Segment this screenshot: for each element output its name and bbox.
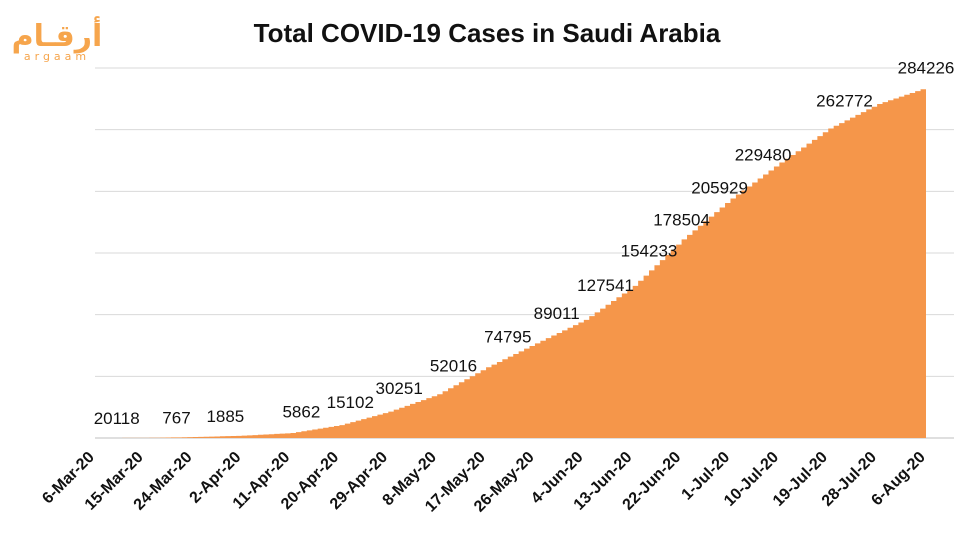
data-label: 1885 bbox=[206, 407, 244, 426]
data-label: 127541 bbox=[577, 276, 634, 295]
logo-arabic-text: أرقـام bbox=[12, 16, 103, 54]
area-series bbox=[95, 87, 926, 438]
logo-latin-text: argaam bbox=[24, 50, 90, 63]
x-tick-label: 6-Aug-20 bbox=[868, 449, 928, 509]
data-label: 30251 bbox=[376, 379, 423, 398]
data-label: 15102 bbox=[327, 393, 374, 412]
data-label: 89011 bbox=[534, 304, 580, 323]
chart-title: Total COVID-19 Cases in Saudi Arabia bbox=[254, 18, 721, 48]
data-label: 205929 bbox=[691, 179, 748, 198]
x-axis-ticks: 6-Mar-2015-Mar-2024-Mar-202-Apr-2011-Apr… bbox=[39, 449, 929, 516]
data-label: 178504 bbox=[653, 210, 710, 229]
area-series-shape bbox=[95, 87, 926, 438]
data-label: 229480 bbox=[735, 146, 792, 165]
data-label: 52016 bbox=[430, 356, 477, 375]
data-label: 262772 bbox=[816, 91, 873, 110]
data-label: 154233 bbox=[621, 241, 678, 260]
argaam-logo: أرقـام argaam bbox=[12, 16, 103, 63]
gridlines bbox=[95, 67, 954, 439]
data-label: 74795 bbox=[484, 328, 531, 347]
data-label: 284226 bbox=[898, 58, 955, 77]
data-label: 5862 bbox=[282, 402, 320, 421]
data-label: 767 bbox=[162, 408, 190, 427]
data-label: 20118 bbox=[94, 409, 140, 428]
